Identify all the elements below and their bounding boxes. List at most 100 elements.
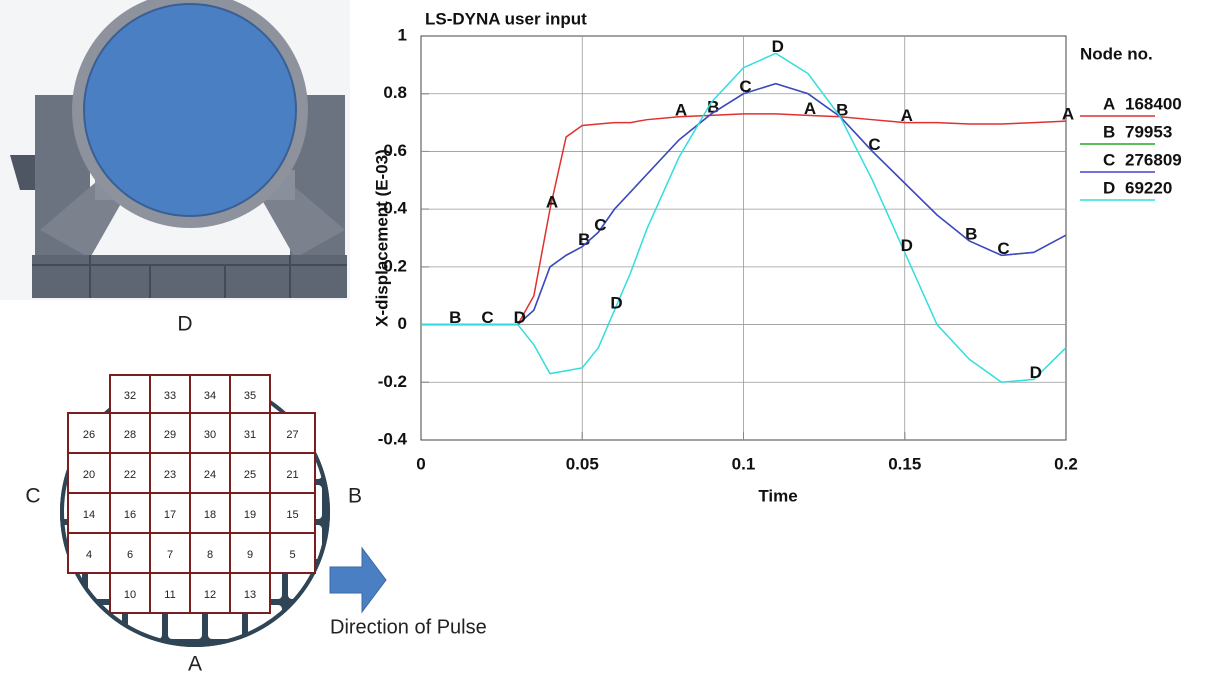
tile (48, 645, 82, 679)
y-tick-label: 0.4 (383, 199, 407, 218)
legend-key: B (1103, 122, 1115, 141)
curve-label: B (836, 100, 848, 119)
cell-number: 11 (164, 589, 175, 601)
tile (288, 645, 322, 679)
cell-diagram: 32 33 34 35 26 28 29 30 31 27 20 22 23 24 25 21 14 16 17 18… (25, 313, 486, 679)
curve-label: C (997, 239, 1009, 258)
arrow-label: Direction of Pulse (330, 616, 487, 638)
cell-number: 9 (247, 549, 253, 561)
curve-label: D (901, 236, 913, 255)
cell-number: 5 (289, 549, 295, 561)
curve-label: C (594, 216, 606, 235)
y-tick-label: 1 (398, 25, 407, 44)
curve-label: A (901, 106, 913, 125)
y-tick-label: 0.6 (383, 141, 407, 160)
pulse-arrow (330, 548, 386, 612)
side-label: B (348, 485, 362, 508)
legend-label: 69220 (1125, 178, 1172, 197)
y-tick-label: 0.2 (383, 256, 407, 275)
tile (48, 605, 82, 639)
y-tick-label: 0.8 (383, 83, 407, 102)
cell-number: 12 (204, 589, 216, 601)
curve-label: C (868, 135, 880, 154)
legend-label: 168400 (1125, 94, 1182, 113)
legend-key: A (1103, 94, 1115, 113)
curve-label: D (514, 308, 526, 327)
cell-number: 35 (244, 390, 256, 402)
x-tick-label: 0.2 (1054, 454, 1078, 473)
side-label: D (177, 313, 192, 336)
cell-number: 19 (244, 509, 256, 521)
y-axis-label: X-displacement (E-03) (372, 149, 391, 327)
curve-label: D (772, 37, 784, 56)
cell-number: 7 (167, 549, 173, 561)
legend-title: Node no. (1080, 44, 1153, 63)
curve-label: B (578, 230, 590, 249)
tile (88, 645, 122, 679)
cell-number: 21 (286, 469, 298, 481)
tile (288, 605, 322, 639)
cell-number: 34 (204, 390, 216, 402)
cell-number: 31 (244, 429, 256, 441)
curve-label: D (610, 294, 622, 313)
curve-label: D (1030, 363, 1042, 382)
y-tick-label: -0.4 (378, 429, 408, 448)
curve-label: C (739, 77, 751, 96)
legend-key: C (1103, 150, 1115, 169)
cell-number: 18 (204, 509, 216, 521)
x-tick-label: 0 (416, 454, 425, 473)
cell-number: 23 (164, 469, 176, 481)
x-axis-label: Time (758, 486, 797, 505)
cell-number: 29 (164, 429, 176, 441)
chart: LS-DYNA user input Time X-displacement (… (372, 9, 1181, 505)
curve-label: A (804, 99, 816, 118)
side-label: A (188, 653, 202, 676)
cell-number: 28 (124, 429, 136, 441)
legend-key: D (1103, 178, 1115, 197)
curve-label: A (1062, 105, 1074, 124)
cell-number: 33 (164, 390, 176, 402)
tile (288, 365, 322, 399)
cell-number: 30 (204, 429, 216, 441)
curve-label: B (965, 224, 977, 243)
chart-title: LS-DYNA user input (425, 9, 587, 28)
cell-number: 17 (164, 509, 176, 521)
legend-label: 79953 (1125, 122, 1172, 141)
cell-number: 6 (127, 549, 133, 561)
cell-number: 20 (83, 469, 95, 481)
cell-number: 22 (124, 469, 136, 481)
cell-number: 8 (207, 549, 213, 561)
cad-model (0, 0, 350, 300)
cell-number: 26 (83, 429, 95, 441)
cell-number: 4 (86, 549, 92, 561)
tile (328, 365, 362, 399)
tile (48, 365, 82, 399)
x-tick-label: 0.1 (732, 454, 756, 473)
page: 3233343526282930312720222324252114161718… (0, 0, 1211, 682)
cell-number: 15 (286, 509, 298, 521)
curve-label: A (546, 193, 558, 212)
tile (128, 645, 162, 679)
y-tick-label: -0.2 (378, 372, 407, 391)
cell-number: 10 (124, 589, 136, 601)
cell-number: 27 (286, 429, 298, 441)
cell-number: 24 (204, 469, 216, 481)
side-label: C (25, 485, 40, 508)
x-tick-label: 0.05 (566, 454, 599, 473)
x-tick-label: 0.15 (888, 454, 921, 473)
tile (208, 645, 242, 679)
cell-number: 14 (83, 509, 95, 521)
cell-number: 32 (124, 390, 136, 402)
curve-label: A (675, 100, 687, 119)
tile (328, 645, 362, 679)
figure: 3233343526282930312720222324252114161718… (0, 0, 1211, 682)
tile (328, 525, 362, 559)
tile (328, 405, 362, 439)
cell-number: 13 (244, 589, 256, 601)
legend-label: 276809 (1125, 150, 1182, 169)
cell-number: 16 (124, 509, 136, 521)
tile (248, 645, 282, 679)
cell-number: 25 (244, 469, 256, 481)
tile (328, 445, 362, 479)
y-tick-label: 0 (398, 314, 407, 333)
